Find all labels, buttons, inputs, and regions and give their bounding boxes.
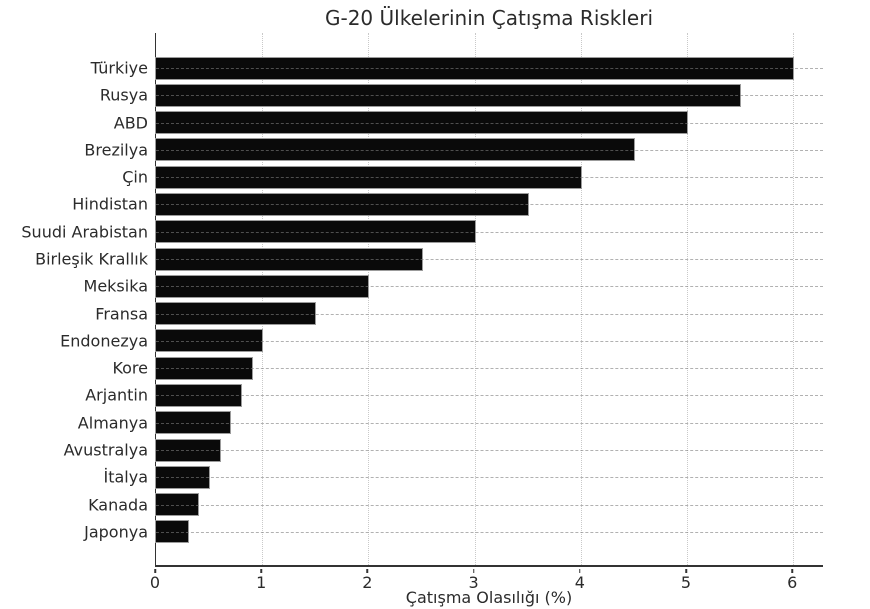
- y-gridline: [156, 504, 823, 506]
- y-tick-label: Japonya: [84, 522, 148, 542]
- plot-area: [154, 33, 823, 567]
- chart-title: G-20 Ülkelerinin Çatışma Riskleri: [324, 6, 654, 30]
- y-tick-label: ABD: [113, 113, 148, 133]
- y-gridline: [156, 95, 823, 97]
- x-gridline: [580, 33, 582, 565]
- y-tick-label: Türkiye: [90, 58, 148, 78]
- x-tick-label: 5: [680, 573, 692, 592]
- x-tick-mark: [685, 569, 687, 573]
- y-gridline: [156, 68, 823, 69]
- y-axis-labels: Türkiye Rusya ABD Brezilya Çin Hindistan Suudi…: [0, 33, 148, 567]
- x-tick-mark: [260, 569, 262, 573]
- y-tick-label: Meksika: [83, 276, 148, 296]
- x-tick-mark: [472, 569, 475, 573]
- x-gridline: [368, 33, 370, 565]
- x-tick-label: 3: [468, 573, 479, 592]
- y-tick-label: İtalya: [103, 467, 148, 487]
- y-gridline: [156, 368, 823, 370]
- x-tick-mark: [791, 569, 793, 573]
- y-tick-label: Çin: [122, 167, 148, 187]
- x-gridline: [793, 33, 795, 565]
- x-tick-mark: [579, 569, 581, 573]
- y-gridline: [156, 395, 823, 397]
- x-axis: 0 1 2 3 4 5 6: [150, 569, 823, 609]
- y-gridline: [156, 477, 823, 479]
- y-tick-label: Suudi Arabistan: [21, 222, 148, 242]
- x-axis-title: Çatışma Olasılığı (%): [405, 588, 573, 607]
- x-gridline: [474, 33, 476, 565]
- y-gridline: [156, 531, 823, 533]
- y-tick-label: Endonezya: [60, 331, 148, 351]
- y-gridline: [156, 122, 823, 124]
- x-tick-label: 4: [574, 573, 585, 592]
- y-tick-label: Rusya: [99, 85, 148, 105]
- x-tick-label: 1: [256, 573, 267, 592]
- y-tick-label: Arjantin: [85, 385, 148, 405]
- y-tick-label: Fransa: [95, 304, 148, 324]
- y-gridline: [156, 340, 823, 342]
- y-gridline: [156, 450, 823, 452]
- x-tick-label: 0: [149, 573, 161, 592]
- y-tick-label: Hindistan: [72, 194, 148, 214]
- y-gridline: [156, 149, 823, 151]
- y-gridline: [156, 177, 823, 179]
- x-gridline: [262, 33, 264, 565]
- x-tick-label: 2: [362, 573, 373, 592]
- y-tick-label: Brezilya: [84, 140, 148, 160]
- x-tick-label: 6: [787, 573, 798, 592]
- y-tick-label: Avustralya: [63, 440, 148, 460]
- y-tick-label: Kore: [112, 358, 148, 378]
- y-gridline: [156, 204, 823, 206]
- y-tick-label: Almanya: [77, 413, 148, 433]
- y-gridline: [156, 422, 823, 424]
- y-gridline: [156, 231, 823, 233]
- y-gridline: [156, 286, 823, 288]
- y-tick-label: Birleşik Krallık: [35, 249, 148, 269]
- x-tick-mark: [366, 569, 369, 573]
- y-gridline: [156, 259, 823, 261]
- y-tick-label: Kanada: [88, 495, 148, 515]
- x-gridline: [687, 33, 688, 565]
- y-gridline: [156, 313, 823, 315]
- x-tick-mark: [154, 569, 156, 573]
